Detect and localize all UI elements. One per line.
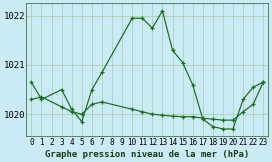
X-axis label: Graphe pression niveau de la mer (hPa): Graphe pression niveau de la mer (hPa) bbox=[45, 150, 249, 159]
